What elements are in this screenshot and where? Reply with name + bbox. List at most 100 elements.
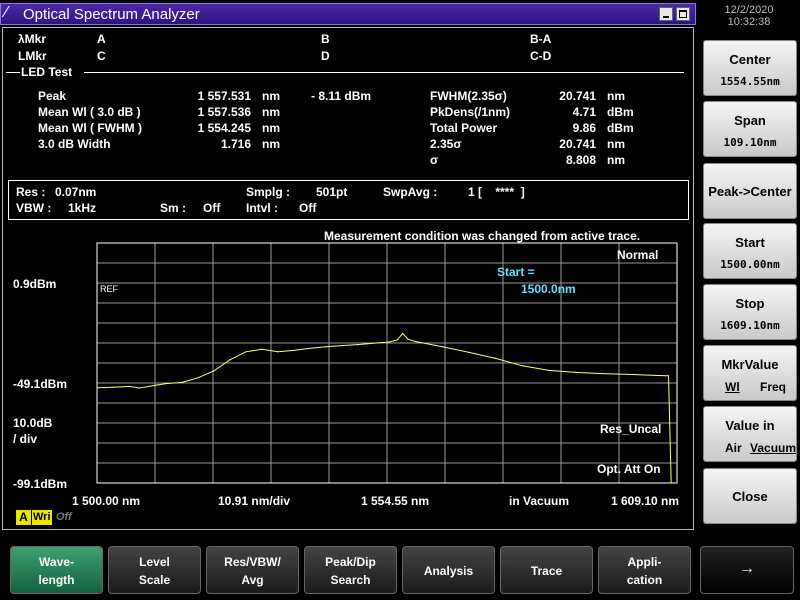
sweep-mode: Normal (617, 248, 659, 262)
res-uncal-indicator: Res_Uncal (600, 422, 662, 436)
key-label: Appli- (627, 555, 662, 569)
peak-level: - 8.11 dBm (311, 89, 372, 103)
trace-point (667, 375, 670, 377)
result-label: 3.0 dB Width (38, 137, 111, 151)
title-bar[interactable]: ∕ Optical Spectrum Analyzer (0, 3, 696, 25)
y-bottom-label: -99.1dBm (13, 477, 68, 491)
freq-option[interactable]: Freq (760, 380, 787, 394)
smplg-label: Smplg : (246, 185, 290, 199)
result-value: 4.71 (572, 105, 596, 119)
span-softkey[interactable]: Span 109.10nm (703, 101, 797, 157)
result-label: PkDens(/1nm) (430, 105, 511, 119)
x-center-label: 1 554.55 nm (361, 494, 430, 508)
trace-off-mode: Off (56, 511, 72, 523)
lvl-marker-label: LMkr (18, 49, 47, 63)
smplg-value: 501pt (316, 185, 348, 199)
trace-point (165, 383, 167, 385)
trace-point (665, 375, 667, 377)
key-label: Wave- (39, 555, 74, 569)
x-stop-label: 1 609.10 nm (611, 494, 680, 508)
level-scale-key[interactable]: Level Scale (108, 546, 201, 594)
section-rule (6, 72, 20, 73)
result-label: Total Power (430, 121, 498, 135)
air-option[interactable]: Air (725, 441, 742, 455)
result-unit: nm (262, 105, 280, 119)
trace-point (261, 348, 263, 350)
softkey-value: 1609.10nm (720, 319, 780, 332)
start-readout: 1500.0nm (521, 282, 576, 296)
trace-key[interactable]: Trace (500, 546, 593, 594)
opt-att-indicator: Opt. Att On (597, 462, 661, 476)
maximize-icon[interactable] (676, 7, 690, 21)
next-menu-key[interactable]: → (700, 546, 794, 594)
arrow-right-icon: → (739, 560, 755, 577)
trace-point (181, 381, 183, 383)
trace-a-badge[interactable]: A (16, 510, 31, 525)
marker-d: D (321, 49, 330, 63)
trace-point (112, 386, 114, 388)
analyzer-window: ∕ Optical Spectrum Analyzer λMkr LMkr A … (0, 0, 698, 532)
vacuum-option[interactable]: Vacuum (750, 441, 797, 455)
result-value: 20.741 (559, 89, 596, 103)
start-softkey[interactable]: Start 1500.00nm (703, 223, 797, 279)
intvl-label: Intvl : (246, 201, 278, 215)
softkey-label: MkrValue (721, 357, 779, 372)
analysis-key[interactable]: Analysis (402, 546, 495, 594)
res-vbw-avg-key[interactable]: Res/VBW/ Avg (206, 546, 299, 594)
start-caption: Start = (497, 265, 535, 279)
trace-point (324, 346, 327, 348)
trace-point (340, 345, 343, 347)
wavelength-key[interactable]: Wave- length (10, 546, 103, 594)
y-scale-label: 10.0dB (13, 416, 53, 430)
center-softkey[interactable]: Center 1554.55nm (703, 40, 797, 96)
result-value: 8.808 (565, 153, 596, 167)
sm-label: Sm : (160, 201, 187, 215)
softkey-label: Span (734, 113, 766, 128)
trace-point (138, 387, 141, 389)
peak-to-center-softkey[interactable]: Peak->Center (703, 163, 797, 219)
condition-notice: Measurement condition was changed from a… (324, 229, 641, 243)
trace-point (468, 351, 470, 353)
trace-point (415, 341, 417, 343)
sm-value: Off (203, 201, 221, 215)
value-in-softkey[interactable]: Value in Air Vacuum (703, 406, 797, 462)
result-label: Mean Wl ( FWHM ) (38, 121, 142, 135)
res-value: 0.07nm (55, 185, 97, 199)
result-value: 1.716 (220, 137, 251, 151)
spectrum-plot[interactable] (0, 0, 698, 532)
minimize-icon[interactable] (659, 7, 673, 21)
softkey-label: Start (735, 235, 765, 250)
trace-point (229, 359, 231, 361)
trace-point (154, 384, 157, 386)
softkey-value: 109.10nm (723, 136, 777, 149)
peak-dip-search-key[interactable]: Peak/Dip Search (304, 546, 397, 594)
softkey-label: Close (732, 489, 768, 504)
led-test-title: LED Test (21, 65, 73, 79)
y-scale-unit: / div (13, 432, 38, 446)
key-label: Analysis (423, 564, 474, 578)
result-label: Mean Wl ( 3.0 dB ) (38, 105, 141, 119)
close-softkey[interactable]: Close (703, 468, 797, 524)
y-mid-label: -49.1dBm (13, 377, 68, 391)
wl-option[interactable]: Wl (725, 380, 740, 394)
key-label: Avg (241, 573, 264, 587)
trace-point (197, 377, 199, 379)
application-key[interactable]: Appli- cation (598, 546, 691, 594)
vbw-label: VBW : (16, 201, 52, 215)
trace-point (245, 351, 247, 353)
marker-value-softkey[interactable]: MkrValue Wl Freq (703, 345, 797, 401)
key-label: Res/VBW/ (224, 555, 281, 569)
key-label: length (38, 573, 75, 587)
stop-softkey[interactable]: Stop 1609.10nm (703, 284, 797, 340)
y-top-label: 0.9dBm (13, 277, 57, 291)
result-unit: nm (262, 137, 280, 151)
window-title: Optical Spectrum Analyzer (23, 6, 200, 23)
key-label: Trace (530, 564, 563, 578)
result-label: σ (430, 153, 439, 167)
trace-point (293, 349, 295, 351)
result-label: Peak (38, 89, 67, 103)
x-start-label: 1 500.00 nm (72, 494, 141, 508)
trace-point (670, 482, 672, 484)
result-unit: dBm (607, 121, 634, 135)
trace-point (396, 339, 398, 341)
